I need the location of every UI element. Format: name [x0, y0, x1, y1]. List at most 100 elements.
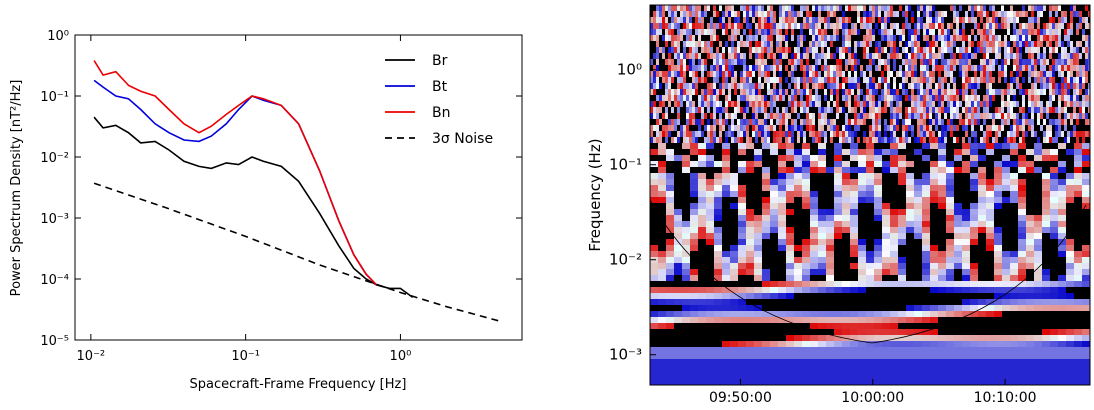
spectrogram-cell [824, 113, 828, 120]
spectrogram-cell [869, 65, 873, 72]
spectrogram-cell [954, 293, 963, 300]
spectrogram-cell [707, 131, 711, 138]
spectrogram-cell [890, 47, 894, 54]
spectrogram-cell [746, 275, 755, 282]
spectrogram-cell [653, 131, 657, 138]
spectrogram-cell [986, 197, 995, 204]
spectrogram-cell [970, 293, 979, 300]
spectrogram-cell [1007, 41, 1011, 48]
spectrogram-cell [782, 113, 786, 120]
spectrogram-cell [866, 305, 875, 312]
spectrogram-cell [770, 317, 779, 324]
spectrogram-cell [994, 173, 1003, 180]
spectrogram-cell [683, 107, 687, 114]
spectrogram-cell [1007, 113, 1011, 120]
spectrogram-cell [698, 137, 702, 144]
spectrogram-cell [872, 65, 876, 72]
spectrogram-cell [882, 143, 891, 150]
spectrogram-cell [1042, 287, 1051, 294]
spectrogram-cell [707, 137, 711, 144]
spectrogram-cell [710, 125, 714, 132]
spectrogram-cell [1026, 251, 1035, 258]
spectrogram-cell [998, 119, 1002, 126]
spectrogram-cell [671, 137, 675, 144]
spectrogram-cell [854, 23, 858, 30]
spectrogram-cell [659, 95, 663, 102]
spectrogram-cell [842, 233, 851, 240]
spectrogram-cell [826, 245, 835, 252]
spectrogram-cell [1010, 113, 1014, 120]
spectrogram-cell [682, 293, 691, 300]
spectrogram-cell [786, 311, 795, 318]
spectrogram-cell [920, 59, 924, 66]
spectrogram-cell [869, 113, 873, 120]
spectrogram-cell [959, 119, 963, 126]
spectrogram-cell [953, 17, 957, 24]
spectrogram-cell [827, 17, 831, 24]
spectrogram-cell [1052, 53, 1056, 60]
spectrogram-cell [1067, 119, 1071, 126]
spectrogram-cell [668, 77, 672, 84]
spectrogram-cell [1058, 293, 1067, 300]
spectrogram-cell [893, 65, 897, 72]
spectrogram-cell [1046, 131, 1050, 138]
spectrogram-cell [824, 5, 828, 12]
spectrogram-cell [761, 17, 765, 24]
spectrogram-cell [899, 47, 903, 54]
spectrogram-cell [978, 233, 987, 240]
spectrogram-cell [770, 221, 779, 228]
spectrogram-cell [1018, 251, 1027, 258]
spectrogram-cell [922, 215, 931, 222]
spectrogram-cell [1002, 311, 1011, 318]
spectrogram-cell [994, 263, 1003, 270]
spectrogram-cell [776, 83, 780, 90]
spectrogram-cell [857, 35, 861, 42]
spectrogram-cell [818, 155, 827, 162]
spectrogram-cell [818, 311, 827, 318]
spectrogram-cell [923, 53, 927, 60]
spectrogram-cell [842, 281, 851, 288]
spectrogram-cell [1010, 47, 1014, 54]
spectrogram-cell [989, 71, 993, 78]
spectrogram-cell [791, 119, 795, 126]
spectrogram-cell [740, 59, 744, 66]
spectrogram-cell [914, 305, 923, 312]
x-axis-label: Spacecraft-Frame Frequency [Hz] [190, 377, 407, 392]
spectrogram-cell [722, 11, 726, 18]
spectrogram-cell [842, 227, 851, 234]
spectrogram-cell [797, 59, 801, 66]
spectrogram-cell [1043, 113, 1047, 120]
spectrogram-cell [998, 29, 1002, 36]
spectrogram-cell [1055, 59, 1059, 66]
spectrogram-cell [834, 305, 843, 312]
spectrogram-cell [914, 227, 923, 234]
spectrogram-cell [716, 125, 720, 132]
spectrogram-cell [692, 137, 696, 144]
spectrogram-cell [872, 113, 876, 120]
spectrogram-cell [1046, 77, 1050, 84]
spectrogram-cell [954, 311, 963, 318]
spectrogram-cell [806, 125, 810, 132]
spectrogram-cell [869, 29, 873, 36]
spectrogram-cell [1013, 47, 1017, 54]
spectrogram-cell [758, 59, 762, 66]
spectrogram-cell [716, 29, 720, 36]
spectrogram-cell [965, 23, 969, 30]
spectrogram-cell [730, 173, 739, 180]
spectrogram-cell [857, 59, 861, 66]
spectrogram-cell [1034, 65, 1038, 72]
spectrogram-cell [869, 47, 873, 54]
spectrogram-cell [803, 125, 807, 132]
spectrogram-cell [834, 299, 843, 306]
spectrogram-cell [692, 119, 696, 126]
spectrogram-cell [1034, 215, 1043, 222]
spectrogram-cell [845, 101, 849, 108]
spectrogram-cell [906, 167, 915, 174]
spectrogram-cell [947, 119, 951, 126]
spectrogram-cell [738, 269, 747, 276]
spectrogram-cell [680, 107, 684, 114]
spectrogram-cell [908, 17, 912, 24]
spectrogram-cell [1058, 5, 1062, 12]
spectrogram-cell [994, 197, 1003, 204]
spectrogram-cell [706, 299, 715, 306]
